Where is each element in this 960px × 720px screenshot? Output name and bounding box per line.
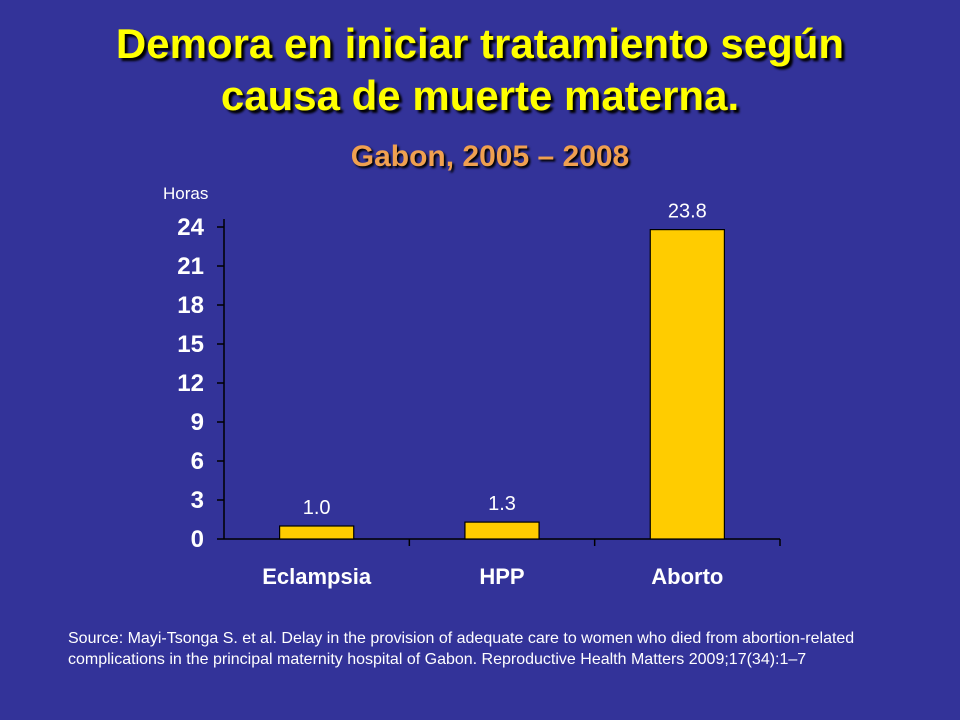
slide-title: Demora en iniciar tratamiento según caus… <box>0 18 960 122</box>
y-tick-label: 0 <box>191 526 204 553</box>
data-label: 1.0 <box>303 497 331 519</box>
data-label: 23.8 <box>668 201 707 223</box>
source-citation: Source: Mayi-Tsonga S. et al. Delay in t… <box>68 630 855 668</box>
y-tick-label: 24 <box>177 214 204 241</box>
y-tick-label: 15 <box>177 331 204 358</box>
bar-eclampsia <box>279 525 355 540</box>
y-tick-label: 6 <box>191 448 204 475</box>
slide-subtitle: Gabon, 2005 – 2008 <box>350 140 630 173</box>
y-tick-label: 12 <box>177 370 204 397</box>
y-tick-label: 9 <box>191 409 204 436</box>
bar-hpp <box>464 521 540 540</box>
x-tick-label: Aborto <box>651 564 723 589</box>
x-tick-label: Eclampsia <box>262 564 372 589</box>
y-tick-label: 18 <box>177 292 204 319</box>
y-tick-label: 3 <box>191 487 204 514</box>
title-line-2: causa de muerte materna. <box>220 72 740 119</box>
bar-aborto <box>649 229 725 540</box>
data-label: 1.3 <box>488 493 516 515</box>
title-line-1: Demora en iniciar tratamiento según <box>115 20 845 67</box>
y-axis-label: Horas <box>163 184 208 203</box>
x-tick-label: HPP <box>479 564 524 589</box>
y-tick-label: 21 <box>177 253 204 280</box>
